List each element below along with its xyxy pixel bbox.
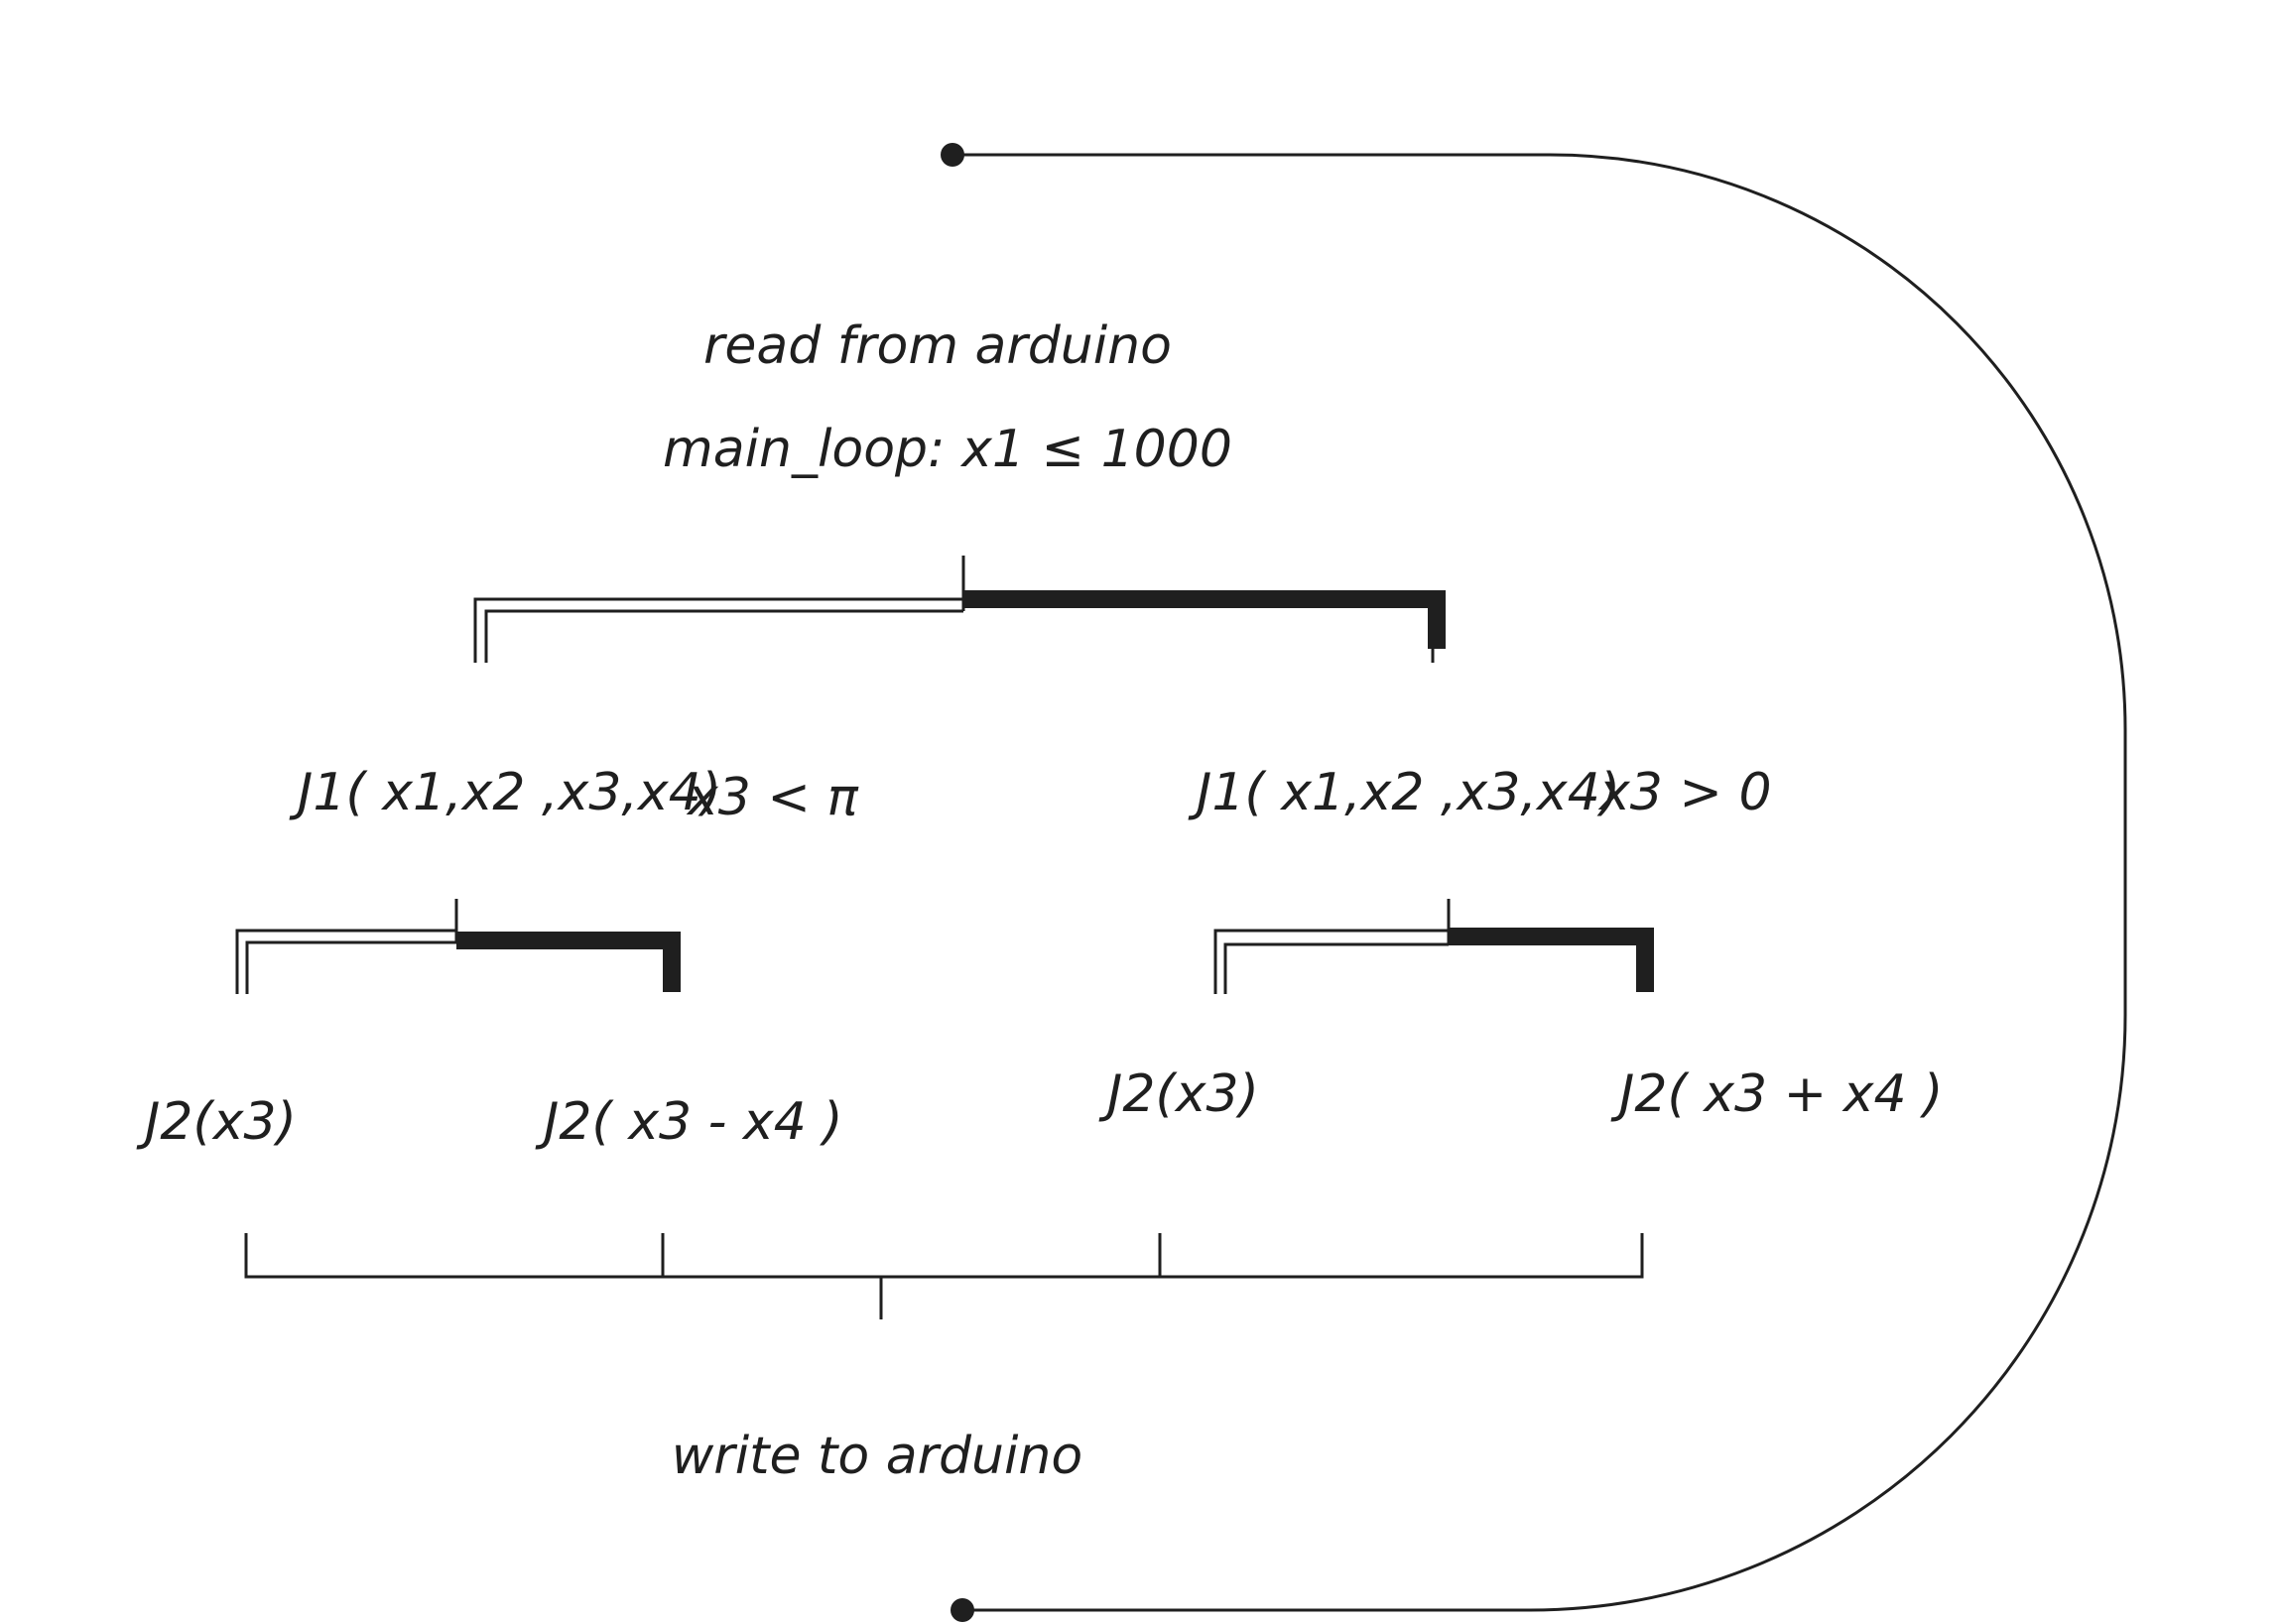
loop-start-dot — [941, 143, 964, 167]
main-branch-false-line-inner — [484, 609, 963, 663]
left-function-label: J1( x1,x2 ,x3,x4) — [289, 763, 721, 822]
write-label: write to arduino — [672, 1427, 1082, 1486]
main-branch-true-line — [963, 590, 1446, 649]
loop-end-dot — [951, 1598, 974, 1622]
left-leaf-right-label: J2( x3 - x4 ) — [535, 1092, 843, 1152]
right-leaf-left-label: J2(x3) — [1098, 1064, 1259, 1124]
right-branch-connector — [1213, 899, 1654, 994]
right-leaf-right-label: J2( x3 + x4 ) — [1610, 1064, 1943, 1124]
left-leaf-left-label: J2(x3) — [136, 1092, 297, 1152]
main-branch-connector — [473, 556, 1446, 663]
right-function-label: J1( x1,x2 ,x3,x4) — [1188, 763, 1620, 822]
left-condition-label: x3 < π — [686, 768, 858, 827]
merge-bracket — [244, 1233, 1644, 1319]
main-branch-false-line — [473, 597, 963, 663]
loop-condition-label: main_loop: x1 ≤ 1000 — [663, 420, 1232, 479]
left-branch-connector — [235, 899, 681, 994]
right-condition-label: x3 > 0 — [1597, 763, 1772, 822]
read-label: read from arduino — [703, 316, 1172, 376]
loop-return-path — [952, 153, 2127, 1612]
